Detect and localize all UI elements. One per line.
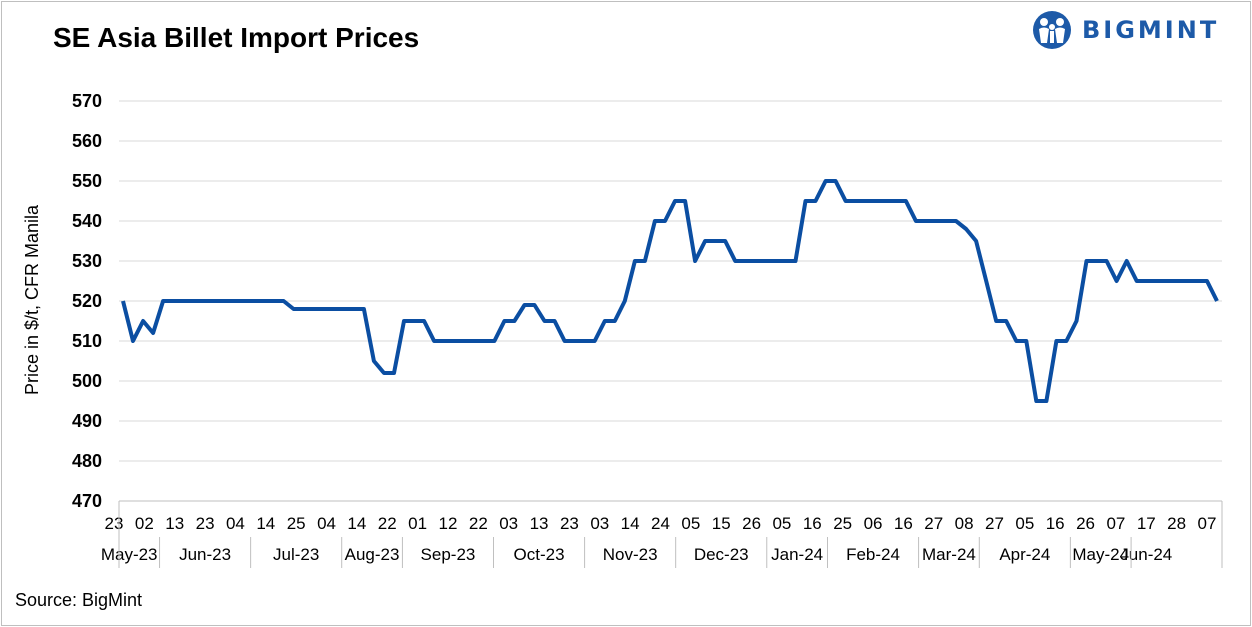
- x-month-label: Jan-24: [771, 545, 823, 564]
- x-axis-day-labels: 23 02 13 23 04 14 25 04 14 22 01 12 22 03 13 23 03 14 24 05…: [105, 514, 1217, 533]
- x-day-label: 05: [772, 514, 791, 533]
- x-day-label: 24: [651, 514, 670, 533]
- x-day-label: 26: [1076, 514, 1095, 533]
- x-month-label: Apr-24: [999, 545, 1050, 564]
- x-day-label: 13: [530, 514, 549, 533]
- y-tick-label: 550: [72, 171, 102, 191]
- x-day-label: 22: [378, 514, 397, 533]
- x-month-label: Feb-24: [846, 545, 900, 564]
- x-day-label: 04: [317, 514, 336, 533]
- x-day-label: 14: [621, 514, 640, 533]
- x-day-label: 07: [1198, 514, 1217, 533]
- y-tick-label: 500: [72, 371, 102, 391]
- y-tick-label: 510: [72, 331, 102, 351]
- x-day-label: 05: [1015, 514, 1034, 533]
- x-day-label: 03: [590, 514, 609, 533]
- y-axis-label: Price in $/t, CFR Manila: [22, 204, 42, 395]
- x-day-label: 16: [803, 514, 822, 533]
- y-tick-label: 470: [72, 491, 102, 511]
- x-day-label: 22: [469, 514, 488, 533]
- x-day-label: 17: [1137, 514, 1156, 533]
- x-day-label: 04: [226, 514, 245, 533]
- x-day-label: 14: [347, 514, 366, 533]
- bigmint-logo: BIGMINT: [1030, 10, 1245, 50]
- y-tick-label: 570: [72, 91, 102, 111]
- x-day-label: 08: [955, 514, 974, 533]
- x-day-label: 23: [105, 514, 124, 533]
- x-month-label: Sep-23: [421, 545, 476, 564]
- x-day-label: 03: [499, 514, 518, 533]
- grid-lines: [119, 100, 1222, 462]
- source-note: Source: BigMint: [15, 590, 143, 610]
- x-day-label: 27: [924, 514, 943, 533]
- y-tick-label: 480: [72, 451, 102, 471]
- x-day-label: 16: [894, 514, 913, 533]
- y-tick-label: 530: [72, 251, 102, 271]
- x-month-label: Jul-23: [273, 545, 319, 564]
- series-line: [121, 179, 1219, 403]
- x-day-label: 12: [439, 514, 458, 533]
- bigmint-people-logo-icon: [1033, 11, 1071, 49]
- x-month-label: Aug-23: [345, 545, 400, 564]
- x-day-label: 23: [560, 514, 579, 533]
- y-tick-label: 560: [72, 131, 102, 151]
- x-day-label: 07: [1106, 514, 1125, 533]
- x-day-label: 27: [985, 514, 1004, 533]
- y-tick-label: 490: [72, 411, 102, 431]
- x-month-label: Jun-24: [1120, 545, 1172, 564]
- x-month-label: Nov-23: [603, 545, 658, 564]
- x-day-label: 14: [256, 514, 275, 533]
- x-day-label: 23: [196, 514, 215, 533]
- y-tick-label: 540: [72, 211, 102, 231]
- x-day-label: 25: [833, 514, 852, 533]
- x-month-label: Mar-24: [922, 545, 976, 564]
- x-day-label: 01: [408, 514, 427, 533]
- x-month-label: Jun-23: [179, 545, 231, 564]
- x-day-label: 06: [864, 514, 883, 533]
- x-day-label: 25: [287, 514, 306, 533]
- x-month-label: May-23: [101, 545, 158, 564]
- brand-name: BIGMINT: [1082, 16, 1220, 44]
- x-day-label: 28: [1167, 514, 1186, 533]
- x-month-label: Dec-23: [694, 545, 749, 564]
- x-axis-month-labels: May-23 Jun-23 Jul-23 Aug-23 Sep-23 Oct-23 Nov-…: [101, 501, 1223, 568]
- chart-title: SE Asia Billet Import Prices: [53, 22, 420, 53]
- x-day-label: 13: [165, 514, 184, 533]
- y-axis-ticks: 470 480 490 500 510 520 530 540 550 560 570: [72, 91, 102, 511]
- x-month-label: Oct-23: [514, 545, 565, 564]
- x-day-label: 02: [135, 514, 154, 533]
- x-day-label: 16: [1046, 514, 1065, 533]
- x-month-label: May-24: [1072, 545, 1129, 564]
- x-day-label: 05: [681, 514, 700, 533]
- x-day-label: 26: [742, 514, 761, 533]
- y-tick-label: 520: [72, 291, 102, 311]
- x-day-label: 15: [712, 514, 731, 533]
